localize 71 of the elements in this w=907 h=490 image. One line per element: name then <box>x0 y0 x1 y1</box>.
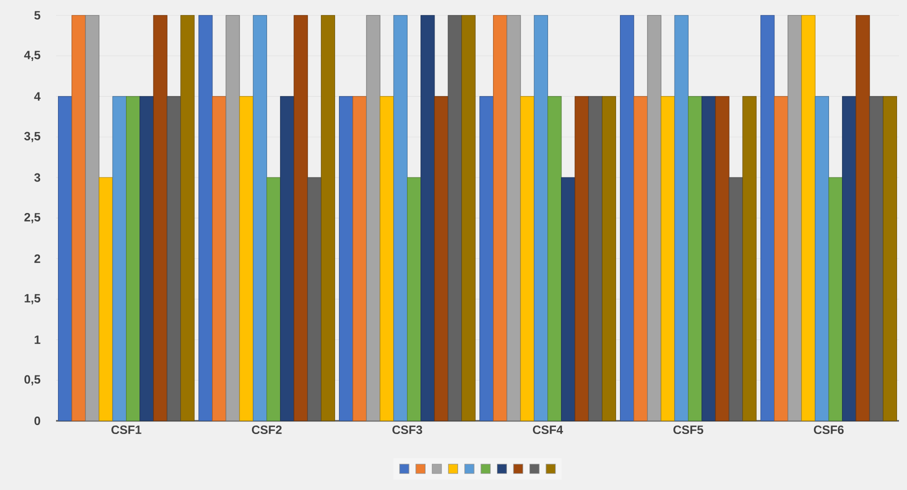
x-tick-label: CSF4 <box>532 425 564 434</box>
bar <box>98 177 113 422</box>
bar <box>547 96 562 422</box>
bar <box>294 14 308 422</box>
bar <box>153 14 168 422</box>
bar <box>420 14 435 422</box>
y-tick-label: 2,5 <box>24 212 40 224</box>
bar <box>620 14 634 422</box>
bar <box>180 14 195 422</box>
bar <box>266 177 281 422</box>
bar <box>280 96 294 422</box>
bar <box>788 14 802 422</box>
y-tick-label: 3 <box>34 173 40 182</box>
bar <box>602 96 616 422</box>
bar <box>434 96 448 422</box>
bar <box>634 96 648 422</box>
bar <box>58 96 72 422</box>
y-tick-label: 3,5 <box>24 132 40 142</box>
bar <box>85 14 100 422</box>
bar <box>702 96 716 422</box>
bar <box>814 96 830 422</box>
bar <box>742 96 757 422</box>
bar <box>226 14 240 422</box>
bar <box>520 96 534 422</box>
bar <box>140 96 154 422</box>
bar <box>479 96 494 422</box>
bar <box>774 96 788 422</box>
bar <box>380 96 394 422</box>
bar <box>338 96 354 422</box>
bar <box>212 96 226 422</box>
bar <box>72 14 86 422</box>
bar <box>198 14 213 422</box>
bar <box>856 14 870 422</box>
bar <box>842 96 856 422</box>
x-tick-label: CSF1 <box>111 425 142 434</box>
x-tick-label: CSF3 <box>392 425 422 434</box>
bar <box>393 14 408 422</box>
y-tick-label: 2 <box>34 254 40 263</box>
y-tick-label: 5 <box>34 11 40 20</box>
bar <box>320 14 336 422</box>
y-tick-label: 0,5 <box>24 375 40 386</box>
y-tick-label: 0 <box>34 416 40 425</box>
bar <box>561 177 576 422</box>
bar <box>406 177 422 422</box>
bar <box>647 14 662 422</box>
y-tick-label: 4,5 <box>24 50 40 61</box>
bar <box>252 14 268 422</box>
y-tick-label: 1 <box>34 336 40 344</box>
bar <box>760 14 775 422</box>
bar <box>715 96 730 422</box>
bar <box>366 14 380 422</box>
bar <box>574 96 589 422</box>
bar <box>126 96 140 422</box>
bar <box>534 14 548 422</box>
bar <box>506 14 521 422</box>
bar <box>674 14 689 422</box>
y-tick-label: 1,5 <box>24 294 40 304</box>
bar <box>239 96 254 422</box>
bar <box>801 14 816 422</box>
bar <box>461 14 476 422</box>
bar <box>112 96 127 422</box>
x-tick-label: CSF2 <box>252 425 282 434</box>
x-tick-label: CSF5 <box>673 425 704 434</box>
bar <box>352 96 367 422</box>
y-tick-label: 4 <box>34 92 41 100</box>
bar <box>828 177 843 422</box>
bar <box>493 14 508 422</box>
bar <box>882 96 898 422</box>
x-tick-label: CSF6 <box>814 425 844 434</box>
bar <box>688 96 702 422</box>
bar <box>660 96 675 422</box>
